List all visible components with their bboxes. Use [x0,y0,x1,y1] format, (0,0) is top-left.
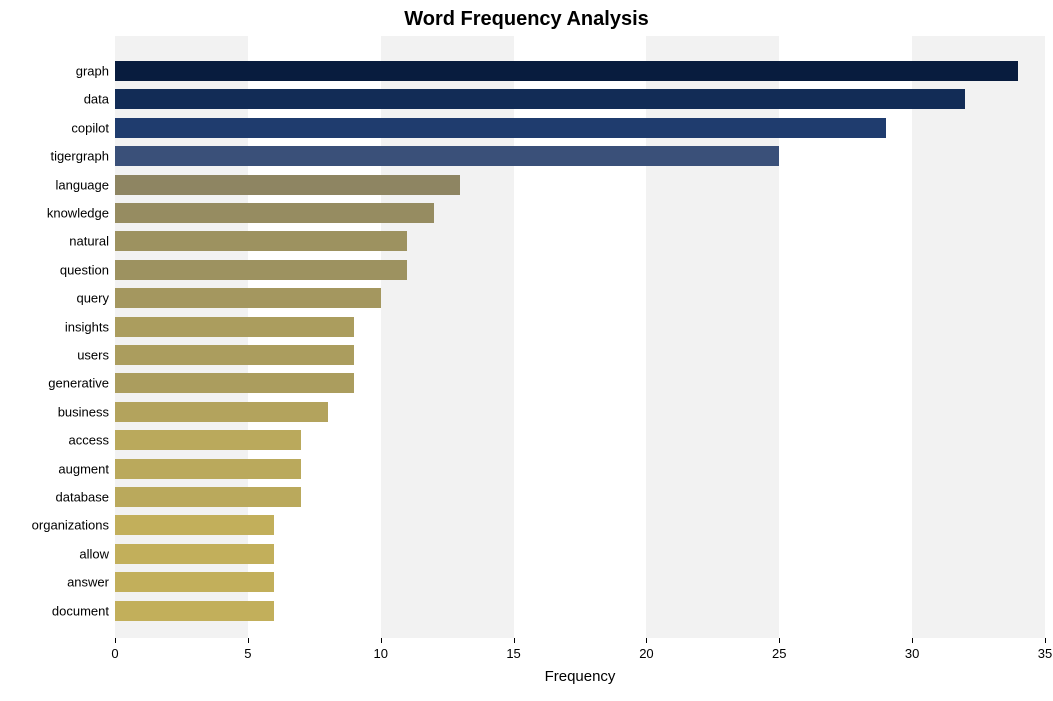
x-tick-mark [1045,638,1046,643]
bar [115,317,354,337]
y-tick-label: question [60,262,109,277]
bar [115,345,354,365]
plot-area [115,36,1045,638]
grid-band [912,36,1045,638]
bar [115,203,434,223]
bar [115,402,328,422]
x-tick-mark [912,638,913,643]
y-tick-label: document [52,603,109,618]
x-tick-mark [248,638,249,643]
y-tick-label: data [84,92,109,107]
x-tick-mark [646,638,647,643]
x-tick-label: 20 [639,646,653,661]
y-tick-label: knowledge [47,206,109,221]
bar [115,601,274,621]
y-tick-label: organizations [32,518,109,533]
x-tick-label: 5 [244,646,251,661]
y-tick-label: augment [58,461,109,476]
x-tick-label: 35 [1038,646,1052,661]
y-tick-label: answer [67,575,109,590]
y-tick-label: copilot [71,120,109,135]
y-tick-label: access [69,433,109,448]
bar [115,544,274,564]
bar [115,515,274,535]
y-tick-label: database [56,490,110,505]
x-tick-label: 30 [905,646,919,661]
y-tick-label: natural [69,234,109,249]
x-tick-label: 10 [373,646,387,661]
x-tick-label: 25 [772,646,786,661]
word-frequency-chart: Word Frequency Analysis Frequency graph d… [0,0,1053,701]
y-tick-label: graph [76,64,109,79]
y-tick-label: business [58,404,109,419]
y-tick-label: query [76,291,109,306]
x-tick-mark [115,638,116,643]
bar [115,260,407,280]
bar [115,459,301,479]
x-tick-mark [779,638,780,643]
y-tick-label: generative [48,376,109,391]
bar [115,89,965,109]
x-tick-mark [514,638,515,643]
x-axis-label: Frequency [115,668,1045,685]
bar [115,430,301,450]
bar [115,175,460,195]
bar [115,118,886,138]
chart-title: Word Frequency Analysis [0,8,1053,31]
y-tick-label: language [56,177,110,192]
x-tick-label: 0 [111,646,118,661]
x-tick-label: 15 [506,646,520,661]
y-tick-label: users [77,348,109,363]
bar [115,61,1018,81]
bar [115,288,381,308]
y-tick-label: tigergraph [50,149,109,164]
y-tick-label: insights [65,319,109,334]
bar [115,231,407,251]
bar [115,487,301,507]
x-tick-mark [381,638,382,643]
bar [115,146,779,166]
bar [115,373,354,393]
bar [115,572,274,592]
y-tick-label: allow [79,546,109,561]
